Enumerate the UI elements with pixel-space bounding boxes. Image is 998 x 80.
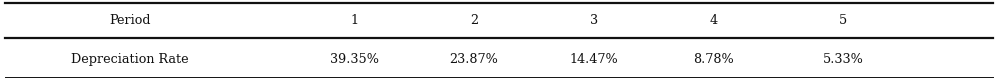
Text: 8.78%: 8.78%	[694, 53, 734, 66]
Text: 5.33%: 5.33%	[823, 53, 863, 66]
Text: 2: 2	[470, 14, 478, 26]
Text: Period: Period	[109, 14, 151, 26]
Text: 5: 5	[839, 14, 847, 26]
Text: Depreciation Rate: Depreciation Rate	[71, 53, 189, 66]
Text: 39.35%: 39.35%	[329, 53, 379, 66]
Text: 23.87%: 23.87%	[450, 53, 498, 66]
Text: 3: 3	[590, 14, 598, 26]
Text: 4: 4	[710, 14, 718, 26]
Text: 1: 1	[350, 14, 358, 26]
Text: 14.47%: 14.47%	[570, 53, 618, 66]
